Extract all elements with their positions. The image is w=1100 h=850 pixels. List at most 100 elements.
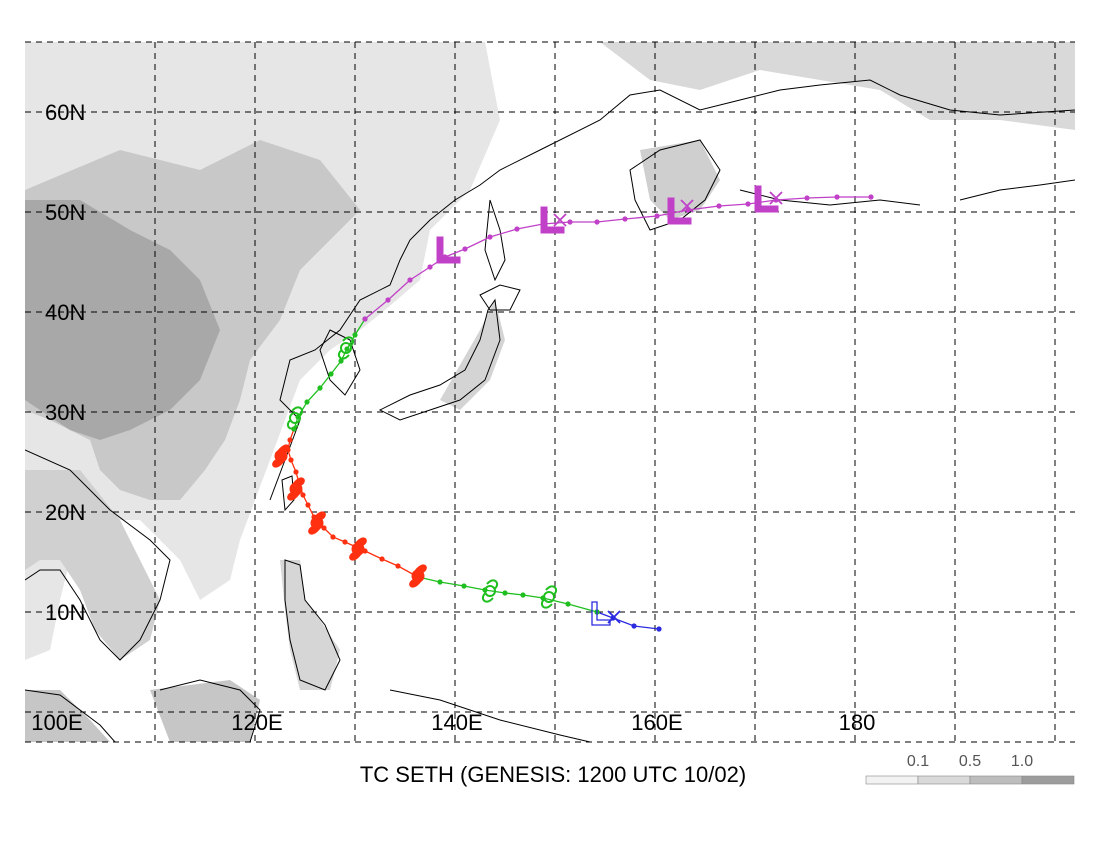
legend-swatch <box>917 775 971 785</box>
lat-label: 60N <box>45 100 85 125</box>
legend-swatch <box>969 775 1023 785</box>
coast-indochina <box>25 449 171 661</box>
track-point <box>330 534 336 540</box>
legend-label: 0.5 <box>959 753 981 770</box>
x-marker <box>607 610 621 624</box>
lon-label: 100E <box>31 710 82 735</box>
legend-label: 0.1 <box>907 753 929 770</box>
track-point <box>338 358 344 364</box>
lat-label: 10N <box>45 600 85 625</box>
coastlines <box>25 79 1075 742</box>
track-point <box>362 316 368 322</box>
track-point <box>317 385 323 391</box>
lon-label: 180 <box>839 710 876 735</box>
storm-symbol <box>482 579 498 603</box>
track-point <box>804 195 810 201</box>
track-point <box>288 457 294 463</box>
coast-alaska <box>959 179 1075 201</box>
coast-korea <box>319 329 361 396</box>
track-point <box>395 563 401 569</box>
coast-sumatra <box>25 689 116 742</box>
longitude-labels: 100E 120E 140E 160E 180 <box>31 710 875 735</box>
L-symbol <box>754 185 779 213</box>
track-point <box>407 277 413 283</box>
track-point <box>305 502 311 508</box>
storm-symbol <box>338 336 354 360</box>
track-point <box>344 346 350 352</box>
track-point <box>321 525 327 531</box>
track-point <box>461 583 467 589</box>
track-point <box>520 592 526 598</box>
track-point <box>487 234 493 240</box>
terrain-sumatra <box>25 690 110 742</box>
coast-japan-honshu <box>378 298 501 421</box>
track-point <box>427 264 433 270</box>
track-point <box>654 213 660 219</box>
track-segment-typhoon <box>287 428 419 578</box>
typhoon-symbol <box>349 537 367 561</box>
track-point <box>304 399 310 405</box>
lon-label: 160E <box>631 710 682 735</box>
lat-label: 40N <box>45 300 85 325</box>
track-point <box>342 539 348 545</box>
map-title: TC SETH (GENESIS: 1200 UTC 10/02) <box>360 762 746 787</box>
track-point <box>352 332 358 338</box>
terrain-legend: 0.1 0.5 1.0 <box>865 753 1075 785</box>
coast-hokkaido <box>479 284 521 311</box>
typhoon-symbol <box>308 511 326 535</box>
terrain-northeast <box>600 42 1075 130</box>
legend-label: 1.0 <box>1011 753 1033 770</box>
track-point <box>622 216 628 222</box>
track-point <box>328 371 334 377</box>
land-and-terrain <box>25 42 1075 742</box>
terrain-dark <box>25 200 220 440</box>
track-point <box>300 492 306 498</box>
track-point <box>514 226 520 232</box>
track-point <box>656 626 662 632</box>
lat-lon-grid <box>25 41 1075 743</box>
track-point <box>287 437 293 443</box>
track-point <box>437 579 443 585</box>
latitude-labels: 60N 50N 40N 30N 20N 10N <box>45 100 85 625</box>
coast-taiwan <box>281 475 295 512</box>
L-symbol <box>436 236 461 264</box>
track-point <box>379 556 385 562</box>
track-point <box>567 219 573 225</box>
track-segment-depression <box>596 611 660 630</box>
storm-symbol <box>287 406 303 430</box>
coast-philippines <box>284 559 341 691</box>
legend-swatch <box>865 775 919 785</box>
track-point <box>868 194 874 200</box>
coast-asia-east <box>269 79 1075 501</box>
track-point <box>293 469 299 475</box>
coast-sakhalin <box>484 199 506 282</box>
L-symbol <box>667 197 692 225</box>
lon-label: 120E <box>231 710 282 735</box>
coast-aleutians <box>739 189 921 206</box>
coast-new-guinea <box>389 689 591 742</box>
terrain-kamchatka <box>640 140 720 220</box>
lat-label: 50N <box>45 200 85 225</box>
typhoon-symbol <box>287 477 305 501</box>
terrain-borneo <box>150 680 260 742</box>
x-marker <box>680 199 694 213</box>
legend-swatch <box>1021 775 1075 785</box>
track-point <box>502 590 508 596</box>
lon-label: 140E <box>431 710 482 735</box>
track-point <box>631 623 637 629</box>
coast-borneo <box>159 679 261 742</box>
track-point <box>594 219 600 225</box>
track-point <box>385 297 391 303</box>
lat-label: 20N <box>45 500 85 525</box>
track-point <box>565 601 571 607</box>
x-marker <box>769 191 783 205</box>
coast-kamchatka <box>629 139 721 231</box>
typhoon-symbol <box>409 564 427 588</box>
track-segment-extratropical <box>364 196 871 320</box>
track-point <box>462 246 468 252</box>
track-point <box>834 194 840 200</box>
x-marker <box>553 213 567 227</box>
storm-symbol <box>541 585 557 609</box>
typhoon-symbol <box>272 444 290 468</box>
